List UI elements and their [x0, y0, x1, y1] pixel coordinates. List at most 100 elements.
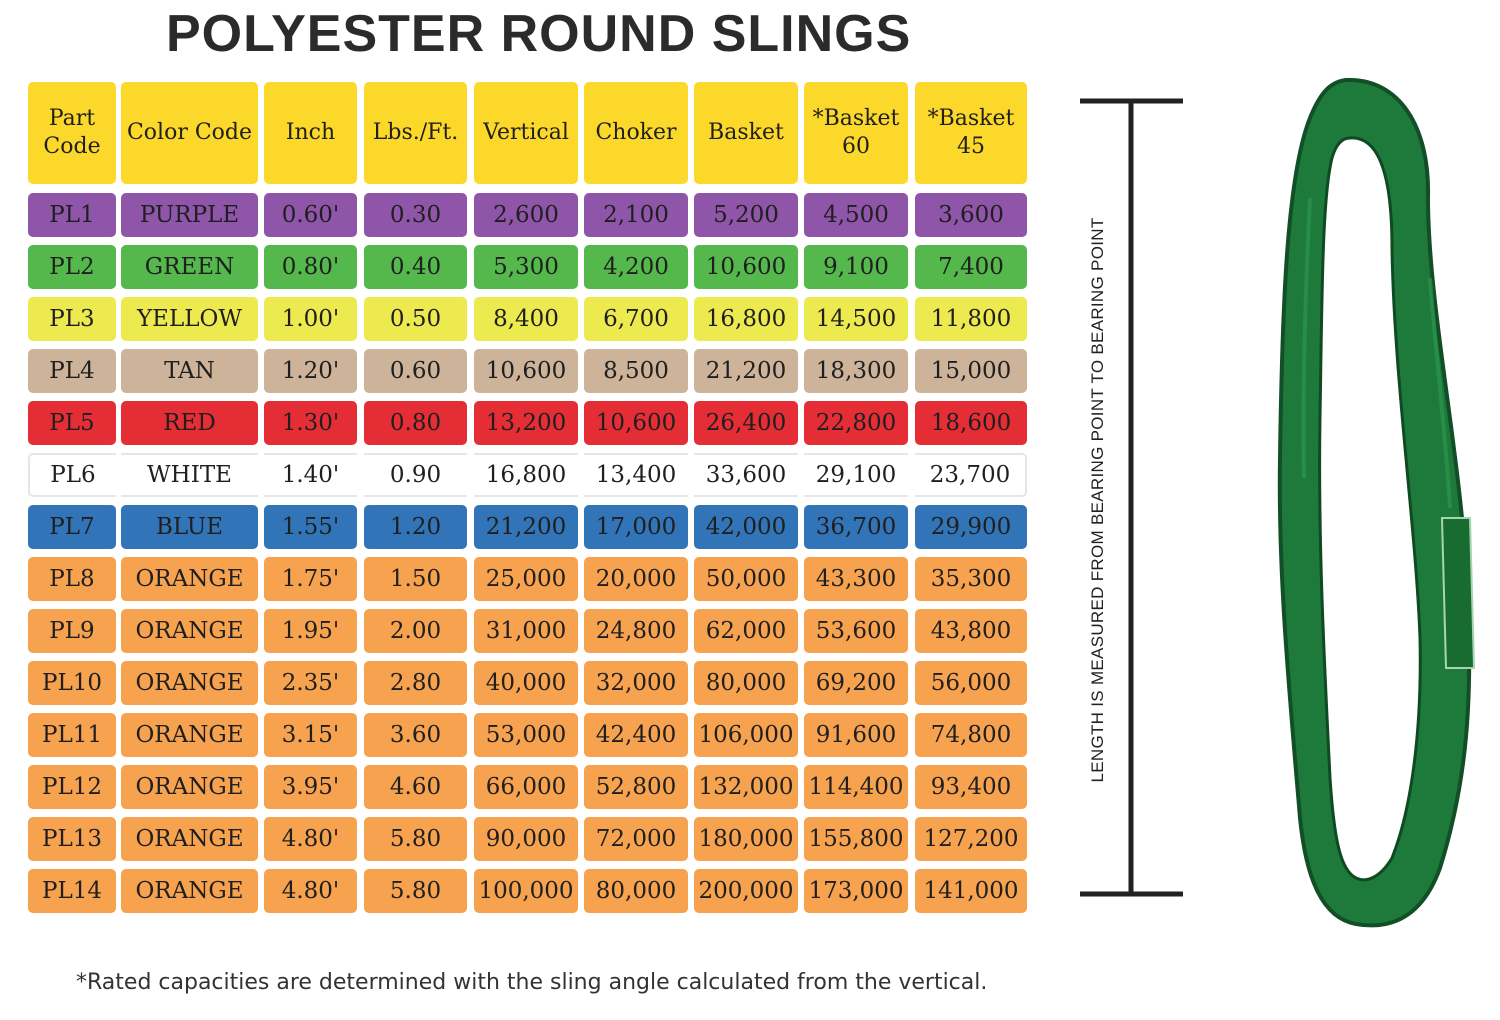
- table-cell: 1.20': [264, 349, 357, 393]
- table-cell: 93,400: [915, 765, 1027, 809]
- table-row: PL5 RED 1.30' 0.80 13,200 10,600 26,400 22,800 1…: [28, 401, 1028, 445]
- table-cell: 53,600: [804, 609, 908, 653]
- table-cell: 1.20: [364, 505, 467, 549]
- table-cell: 3.60: [364, 713, 467, 757]
- part-code-cell: PL13: [28, 817, 116, 861]
- table-cell: 62,000: [694, 609, 798, 653]
- table-cell: 1.95': [264, 609, 357, 653]
- table-cell: 11,800: [915, 297, 1027, 341]
- table-cell: 42,400: [584, 713, 688, 757]
- table-row: PL3 YELLOW 1.00' 0.50 8,400 6,700 16,800 14,500…: [28, 297, 1028, 341]
- table-cell: 72,000: [584, 817, 688, 861]
- part-code-cell: PL2: [28, 245, 116, 289]
- color-code-cell: ORANGE: [121, 765, 258, 809]
- table-cell: 8,400: [474, 297, 578, 341]
- color-code-cell: ORANGE: [121, 661, 258, 705]
- table-row: PL1 PURPLE 0.60' 0.30 2,600 2,100 5,200 4,500 3,…: [28, 193, 1028, 237]
- table-cell: 127,200: [915, 817, 1027, 861]
- header-cell: Color Code: [121, 82, 258, 184]
- table-cell: 42,000: [694, 505, 798, 549]
- table-cell: 56,000: [915, 661, 1027, 705]
- table-cell: 0.60': [264, 193, 357, 237]
- table-cell: 141,000: [915, 869, 1027, 913]
- table-cell: 36,700: [804, 505, 908, 549]
- part-code-cell: PL3: [28, 297, 116, 341]
- color-code-cell: ORANGE: [121, 869, 258, 913]
- table-cell: 13,200: [474, 401, 578, 445]
- table-cell: 18,300: [804, 349, 908, 393]
- table-cell: 3,600: [915, 193, 1027, 237]
- table-cell: 106,000: [694, 713, 798, 757]
- table-cell: 1.00': [264, 297, 357, 341]
- header-cell: Part Code: [28, 82, 116, 184]
- table-cell: 0.30: [364, 193, 467, 237]
- table-cell: 2.00: [364, 609, 467, 653]
- measurement-note-text: LENGTH IS MEASURED FROM BEARING POINT TO…: [1088, 217, 1107, 783]
- table-cell: 173,000: [804, 869, 908, 913]
- table-cell: 13,400: [584, 453, 688, 497]
- table-row: PL8 ORANGE 1.75' 1.50 25,000 20,000 50,000 43,3…: [28, 557, 1028, 601]
- table-cell: 10,600: [474, 349, 578, 393]
- round-sling-icon: [1277, 77, 1476, 928]
- table-row: PL14 ORANGE 4.80' 5.80 100,000 80,000 200,000 1…: [28, 869, 1028, 913]
- table-cell: 16,800: [474, 453, 578, 497]
- part-code-cell: PL8: [28, 557, 116, 601]
- color-code-cell: TAN: [121, 349, 258, 393]
- table-cell: 2,100: [584, 193, 688, 237]
- table-cell: 15,000: [915, 349, 1027, 393]
- table-cell: 4,200: [584, 245, 688, 289]
- table-cell: 5.80: [364, 817, 467, 861]
- color-code-cell: ORANGE: [121, 713, 258, 757]
- part-code-cell: PL9: [28, 609, 116, 653]
- sling-illustration: [1070, 77, 1490, 943]
- table-cell: 80,000: [694, 661, 798, 705]
- table-cell: 8,500: [584, 349, 688, 393]
- header-cell: Vertical: [474, 82, 578, 184]
- table-row: PL11 ORANGE 3.15' 3.60 53,000 42,400 106,000 91…: [28, 713, 1028, 757]
- table-cell: 24,800: [584, 609, 688, 653]
- table-cell: 100,000: [474, 869, 578, 913]
- table-row: PL12 ORANGE 3.95' 4.60 66,000 52,800 132,000 11…: [28, 765, 1028, 809]
- table-row: PL9 ORANGE 1.95' 2.00 31,000 24,800 62,000 53,6…: [28, 609, 1028, 653]
- table-cell: 6,700: [584, 297, 688, 341]
- footnote: *Rated capacities are determined with th…: [76, 970, 988, 995]
- color-code-cell: BLUE: [121, 505, 258, 549]
- table-cell: 132,000: [694, 765, 798, 809]
- color-code-cell: GREEN: [121, 245, 258, 289]
- part-code-cell: PL4: [28, 349, 116, 393]
- table-cell: 0.80': [264, 245, 357, 289]
- table-cell: 3.15': [264, 713, 357, 757]
- table-cell: 21,200: [474, 505, 578, 549]
- table-cell: 4,500: [804, 193, 908, 237]
- table-cell: 53,000: [474, 713, 578, 757]
- table-cell: 1.50: [364, 557, 467, 601]
- table-cell: 21,200: [694, 349, 798, 393]
- table-cell: 0.80: [364, 401, 467, 445]
- table-cell: 16,800: [694, 297, 798, 341]
- color-code-cell: WHITE: [121, 453, 258, 497]
- table-cell: 14,500: [804, 297, 908, 341]
- table-cell: 114,400: [804, 765, 908, 809]
- table-cell: 200,000: [694, 869, 798, 913]
- table-cell: 29,900: [915, 505, 1027, 549]
- part-code-cell: PL14: [28, 869, 116, 913]
- table-cell: 1.40': [264, 453, 357, 497]
- header-cell: Basket: [694, 82, 798, 184]
- color-code-cell: PURPLE: [121, 193, 258, 237]
- header-cell: Inch: [264, 82, 357, 184]
- table-row: PL4 TAN 1.20' 0.60 10,600 8,500 21,200 18,300 15…: [28, 349, 1028, 393]
- table-row: PL2 GREEN 0.80' 0.40 5,300 4,200 10,600 9,100 7,…: [28, 245, 1028, 289]
- color-code-cell: ORANGE: [121, 817, 258, 861]
- table-cell: 43,800: [915, 609, 1027, 653]
- table-cell: 22,800: [804, 401, 908, 445]
- table-row: PL7 BLUE 1.55' 1.20 21,200 17,000 42,000 36,700…: [28, 505, 1028, 549]
- table-cell: 20,000: [584, 557, 688, 601]
- table-cell: 74,800: [915, 713, 1027, 757]
- color-code-cell: ORANGE: [121, 609, 258, 653]
- table-cell: 0.60: [364, 349, 467, 393]
- table-cell: 1.55': [264, 505, 357, 549]
- table-cell: 32,000: [584, 661, 688, 705]
- color-code-cell: ORANGE: [121, 557, 258, 601]
- i-beam-measurement-bar: [1080, 98, 1183, 897]
- part-code-cell: PL6: [28, 453, 116, 497]
